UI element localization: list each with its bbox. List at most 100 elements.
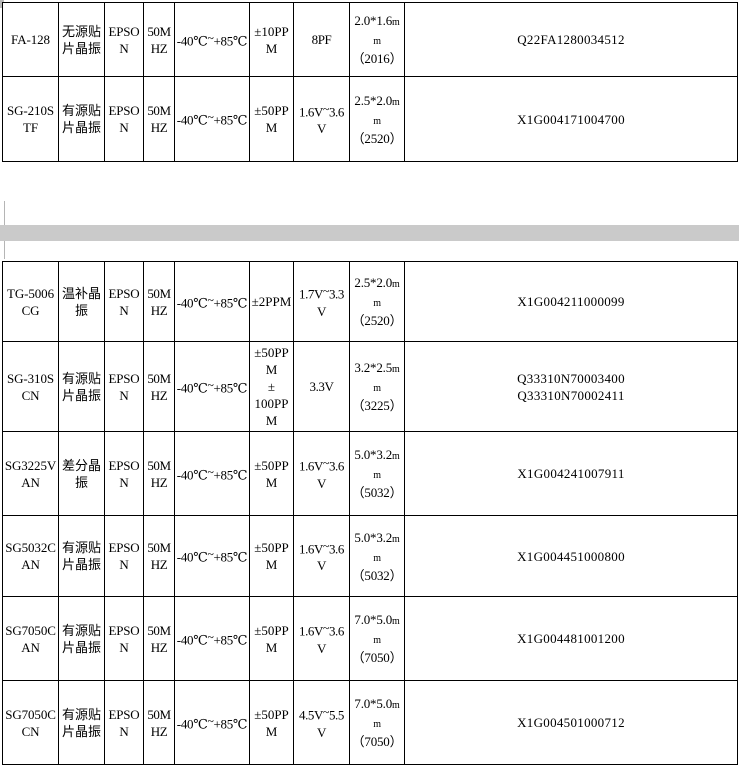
cell-temperature: -40℃~+85℃ <box>174 431 250 516</box>
temp-min: -40℃ <box>176 112 208 128</box>
size-package: （2520） <box>351 130 403 146</box>
size-unit: mm <box>373 96 400 127</box>
cell-part-number: X1G004211000099 <box>404 261 738 342</box>
temp-range-tilde: ~ <box>207 111 214 125</box>
cell-type: 无源贴片晶振 <box>58 2 105 77</box>
spec-table-top-wrapper: FA-128 无源贴片晶振 EPSON 50MHZ -40℃~+85℃ ±10P… <box>2 2 738 162</box>
spec-table-top: FA-128 无源贴片晶振 EPSON 50MHZ -40℃~+85℃ ±10P… <box>2 2 738 162</box>
voltage-max: 3.6V <box>317 458 345 491</box>
cell-frequency: 50MHZ <box>143 680 175 765</box>
temp-range-tilde: ~ <box>207 31 214 45</box>
voltage-max: 3.6V <box>317 623 345 656</box>
cell-size: 7.0*5.0mm （7050） <box>349 680 405 765</box>
voltage-range-tilde: ~ <box>323 457 329 471</box>
size-dimensions: 3.2*2.5 <box>354 360 392 375</box>
size-unit: mm <box>373 279 400 309</box>
part-number: Q22FA1280034512 <box>517 32 625 47</box>
cell-temperature: -40℃~+85℃ <box>174 341 250 432</box>
table-row: FA-128 无源贴片晶振 EPSON 50MHZ -40℃~+85℃ ±10P… <box>2 2 738 77</box>
size-dimensions: 2.5*2.0 <box>354 275 392 290</box>
cell-tolerance: ±50PPM <box>249 596 294 681</box>
cell-size: 2.0*1.6mm （2016） <box>349 2 405 77</box>
voltage-min: 1.6V <box>298 104 324 120</box>
table-row: SG-210STF 有源贴片晶振 EPSON 50MHZ -40℃~+85℃ ±… <box>2 76 738 162</box>
temp-range-tilde: ~ <box>207 630 214 644</box>
size-package: （3225） <box>351 398 403 413</box>
cell-model: SG7050CAN <box>2 596 59 681</box>
voltage-range-tilde: ~ <box>323 539 329 553</box>
table-row: TG-5006CG 温补晶振 EPSON 50MHZ -40℃~+85℃ ±2P… <box>2 261 738 342</box>
cell-model: SG-210STF <box>2 76 59 162</box>
part-number: X1G004451000800 <box>517 548 625 564</box>
cell-size: 3.2*2.5mm （3225） <box>349 341 405 432</box>
cell-type: 有源贴片晶振 <box>58 515 105 597</box>
voltage-min: 4.5V <box>298 707 324 723</box>
cell-tolerance: ±2PPM <box>249 261 294 342</box>
cell-part-number: X1G004501000712 <box>404 680 738 765</box>
size-unit: mm <box>373 533 400 564</box>
cell-part-number: Q33310N70003400 Q33310N70002411 <box>404 341 738 432</box>
size-package: （2520） <box>351 313 403 328</box>
cell-size: 2.5*2.0mm （2520） <box>349 76 405 162</box>
spec-table-bottom-wrapper: TG-5006CG 温补晶振 EPSON 50MHZ -40℃~+85℃ ±2P… <box>2 261 738 765</box>
temp-max: +85℃ <box>213 112 248 128</box>
cell-part-number: X1G004481001200 <box>404 596 738 681</box>
cell-voltage: 3.3V <box>293 341 350 432</box>
cell-size: 5.0*3.2mm （5032） <box>349 515 405 597</box>
cell-brand: EPSON <box>104 341 144 432</box>
voltage-max: 5.5V <box>317 707 345 740</box>
cell-voltage: 1.6V~3.6V <box>293 596 350 681</box>
cell-type: 有源贴片晶振 <box>58 341 105 432</box>
size-package: （5032） <box>351 567 403 583</box>
temp-min: -40℃ <box>176 716 208 732</box>
cell-tolerance: ±50PPM <box>249 515 294 597</box>
temp-min: -40℃ <box>176 295 208 311</box>
temp-max: +85℃ <box>213 549 248 565</box>
temp-max: +85℃ <box>213 380 248 396</box>
temp-max: +85℃ <box>213 295 248 311</box>
cell-tolerance: ±50PPM ±100PPM <box>249 341 294 432</box>
page-break-separator <box>0 225 739 241</box>
cell-brand: EPSON <box>104 76 144 162</box>
cell-model: SG-310SCN <box>2 341 59 432</box>
cell-type: 有源贴片晶振 <box>58 596 105 681</box>
cell-frequency: 50MHZ <box>143 341 175 432</box>
cell-frequency: 50MHZ <box>143 515 175 597</box>
cell-tolerance: ±10PPM <box>249 2 294 77</box>
cell-model: SG7050CCN <box>2 680 59 765</box>
voltage-range-tilde: ~ <box>323 622 329 636</box>
cell-temperature: -40℃~+85℃ <box>174 76 250 162</box>
temp-min: -40℃ <box>176 467 208 483</box>
cell-brand: EPSON <box>104 680 144 765</box>
cell-model: SG5032CAN <box>2 515 59 597</box>
cell-voltage: 1.6V~3.6V <box>293 431 350 516</box>
temp-range-tilde: ~ <box>207 293 214 307</box>
spec-table-bottom-body: TG-5006CG 温补晶振 EPSON 50MHZ -40℃~+85℃ ±2P… <box>2 261 738 765</box>
size-package: （7050） <box>351 650 403 665</box>
cell-frequency: 50MHZ <box>143 76 175 162</box>
voltage-max: 3.3V <box>317 286 345 319</box>
voltage-min: 1.6V <box>298 541 324 557</box>
cell-brand: EPSON <box>104 261 144 342</box>
cell-type: 有源贴片晶振 <box>58 76 105 162</box>
cell-temperature: -40℃~+85℃ <box>174 515 250 597</box>
temp-range-tilde: ~ <box>207 465 214 479</box>
temp-min: -40℃ <box>176 549 208 565</box>
size-dimensions: 7.0*5.0 <box>354 612 392 627</box>
tolerance-line: 100PPM <box>254 396 289 428</box>
temp-max: +85℃ <box>213 716 248 732</box>
size-unit: mm <box>373 616 400 646</box>
cell-type: 差分晶振 <box>58 431 105 516</box>
temp-range-tilde: ~ <box>207 548 214 562</box>
size-unit: mm <box>373 451 400 481</box>
cell-voltage: 4.5V~5.5V <box>293 680 350 765</box>
spec-table-bottom: TG-5006CG 温补晶振 EPSON 50MHZ -40℃~+85℃ ±2P… <box>2 261 738 765</box>
size-dimensions: 7.0*5.0 <box>354 696 392 711</box>
voltage-range-tilde: ~ <box>323 102 329 116</box>
voltage-max: 3.6V <box>317 541 345 574</box>
part-number: Q33310N70003400 <box>517 370 625 386</box>
table-row: SG7050CAN 有源贴片晶振 EPSON 50MHZ -40℃~+85℃ ±… <box>2 596 738 681</box>
temp-range-tilde: ~ <box>207 378 214 392</box>
voltage-min: 1.7V <box>298 286 324 302</box>
cell-size: 2.5*2.0mm （2520） <box>349 261 405 342</box>
